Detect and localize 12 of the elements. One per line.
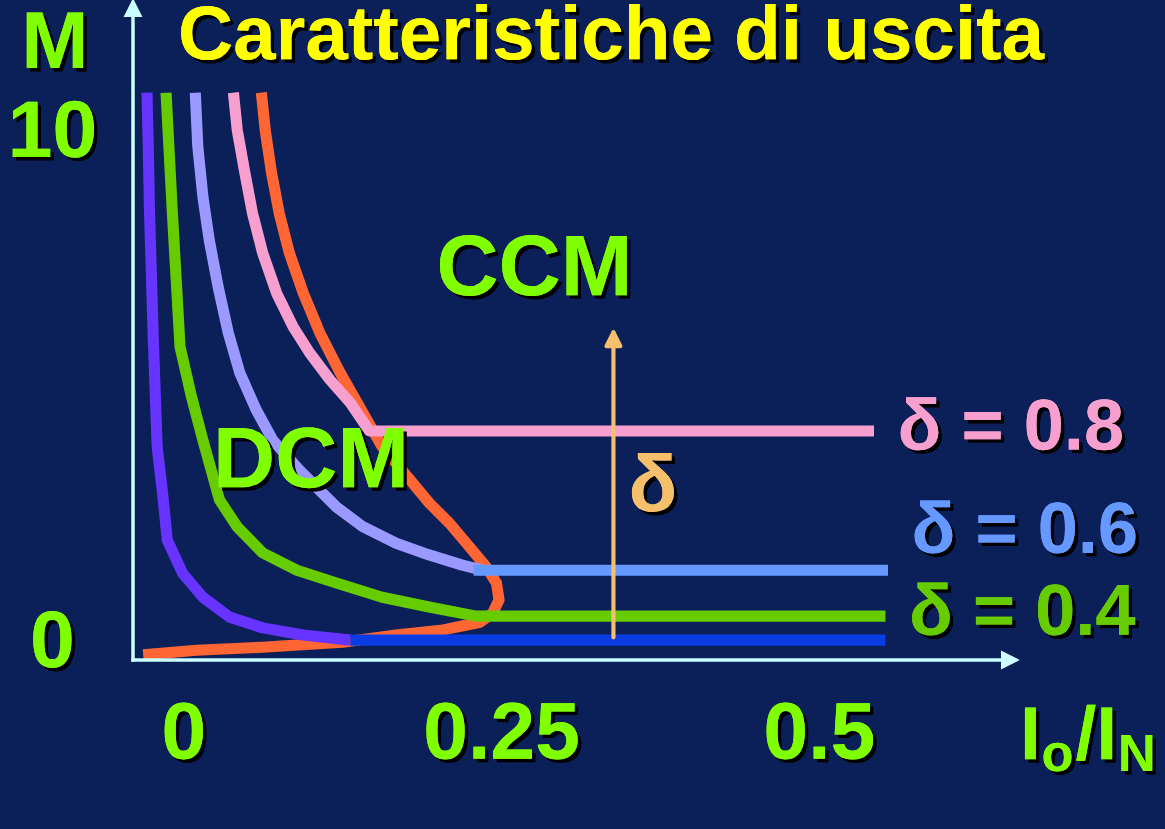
chart-title: Caratteristiche di uscita bbox=[181, 4, 1049, 64]
series-label: δ = 0.4 bbox=[912, 582, 1139, 639]
series-label: δ = 0.8 bbox=[900, 397, 1126, 454]
annotation: δ bbox=[631, 452, 678, 516]
x-tick-label: 0.25 bbox=[426, 702, 582, 763]
x-axis-title: I$_{o}$/I$_{N}$ bbox=[1024, 704, 1156, 776]
y-tick-label: 10 bbox=[12, 100, 98, 162]
x-tick-label: 0 bbox=[164, 702, 207, 763]
series-label: δ = 0.6 bbox=[914, 500, 1139, 557]
x-tick-label: 0.5 bbox=[766, 702, 877, 763]
annotation: CCM bbox=[439, 235, 631, 300]
y-axis-title: M bbox=[26, 12, 87, 72]
